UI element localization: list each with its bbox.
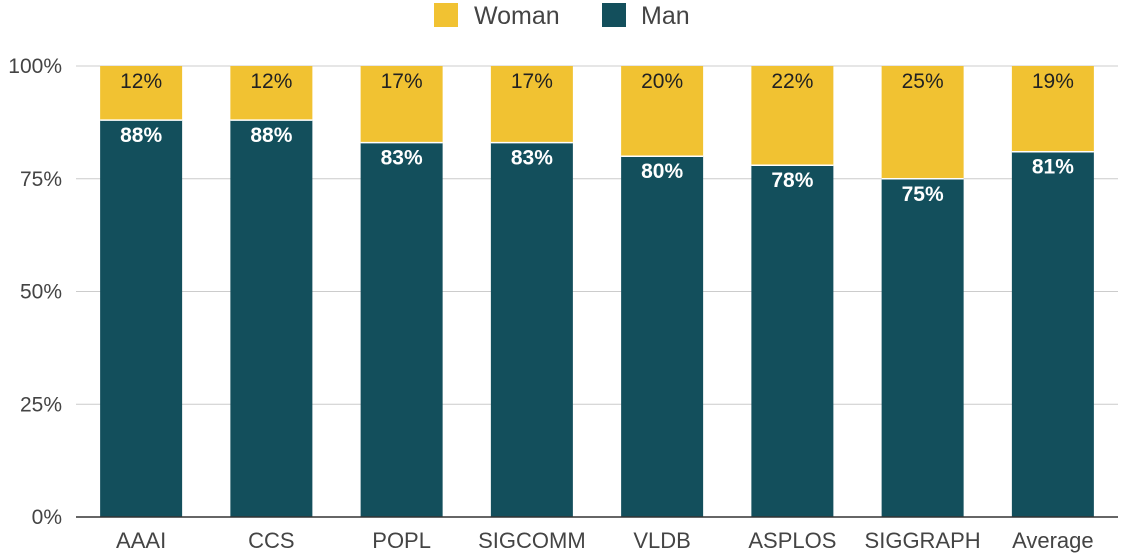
bar-group-average: 19% 81%	[1011, 66, 1094, 517]
data-label-man: 88%	[250, 124, 292, 147]
data-label-man: 80%	[641, 160, 683, 183]
x-tick-label: CCS	[248, 528, 294, 553]
legend-label: Man	[641, 2, 690, 30]
bar-woman	[100, 66, 183, 121]
bar-woman	[881, 66, 964, 179]
bar-man	[490, 142, 573, 518]
bar-man	[230, 120, 313, 518]
x-tick-label: AAAI	[116, 528, 166, 553]
bar-woman	[621, 66, 704, 157]
y-tick-label: 75%	[20, 168, 62, 191]
bar-woman	[490, 66, 573, 143]
data-label-man: 78%	[771, 169, 813, 192]
data-label-woman: 20%	[641, 70, 683, 93]
y-tick-label: 25%	[20, 393, 62, 416]
bar-woman	[230, 66, 313, 121]
bar-man	[100, 120, 183, 518]
bar-woman	[751, 66, 834, 166]
legend-item-woman: Woman	[434, 2, 560, 30]
y-tick-label: 50%	[20, 281, 62, 304]
bar-group-siggraph: 25% 75%	[881, 66, 964, 517]
bar-group-popl: 17% 83%	[360, 66, 443, 518]
x-tick-label: SIGGRAPH	[865, 528, 981, 553]
bar-group-ccs: 12% 88%	[230, 66, 313, 518]
bar-woman	[1011, 66, 1094, 152]
bar-man	[751, 165, 834, 517]
y-axis: 0% 25% 50% 75% 100%	[8, 55, 62, 529]
data-label-woman: 12%	[120, 70, 162, 93]
legend-swatch	[602, 3, 626, 27]
bars: 12% 88% 12% 88% 17% 83% 17% 83% 20% 80% 22% 78% 25% 7…	[100, 66, 1094, 518]
bar-group-aaai: 12% 88%	[100, 66, 183, 518]
y-tick-label: 0%	[32, 506, 62, 529]
data-label-man: 83%	[381, 147, 423, 170]
bar-group-vldb: 20% 80%	[621, 66, 704, 517]
data-label-woman: 12%	[250, 70, 292, 93]
legend-item-man: Man	[602, 2, 690, 30]
legend: Woman Man	[434, 2, 690, 30]
data-label-woman: 17%	[381, 70, 423, 93]
x-axis: AAAI CCS POPL SIGCOMM VLDB ASPLOS SIGGRAPH Aver…	[76, 516, 1118, 553]
data-label-woman: 25%	[902, 70, 944, 93]
x-tick-label: SIGCOMM	[478, 528, 586, 553]
y-tick-label: 100%	[8, 55, 62, 78]
bar-man	[1011, 151, 1094, 517]
legend-label: Woman	[474, 2, 560, 30]
data-label-woman: 17%	[511, 70, 553, 93]
data-label-man: 83%	[511, 147, 553, 170]
x-tick-label: Average	[1012, 528, 1094, 553]
data-label-woman: 22%	[771, 70, 813, 93]
data-label-man: 88%	[120, 124, 162, 147]
bar-group-asplos: 22% 78%	[751, 66, 834, 517]
data-label-man: 81%	[1032, 156, 1074, 179]
x-tick-label: VLDB	[633, 528, 690, 553]
x-tick-label: POPL	[372, 528, 431, 553]
x-tick-label: ASPLOS	[748, 528, 836, 553]
bar-man	[881, 178, 964, 517]
bar-woman	[360, 66, 443, 143]
data-label-woman: 19%	[1032, 70, 1074, 93]
bar-group-sigcomm: 17% 83%	[490, 66, 573, 518]
legend-swatch	[434, 3, 458, 27]
bar-man	[360, 142, 443, 518]
data-label-man: 75%	[902, 183, 944, 206]
bar-man	[621, 156, 704, 517]
